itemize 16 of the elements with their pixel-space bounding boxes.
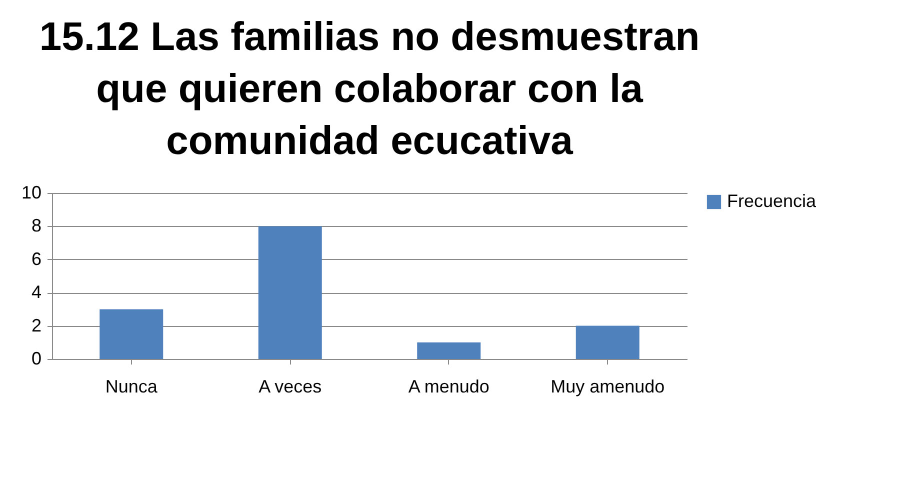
y-tick-label: 6 (31, 248, 42, 269)
y-tick-label: 0 (31, 348, 42, 368)
y-tick-label: 10 (21, 182, 42, 202)
y-tick-label: 4 (31, 282, 42, 302)
x-tick-label: A menudo (408, 376, 490, 396)
bar (100, 309, 164, 359)
x-tick-label: Muy amenudo (550, 376, 665, 396)
bar (417, 342, 481, 359)
chart-title: 15.12 Las familias no desmuestran que quieren colaborar con la comunidad ecucativa (39, 15, 700, 163)
y-tick-label: 2 (31, 315, 42, 336)
bar (258, 226, 322, 359)
x-tick-label: Nunca (105, 376, 158, 396)
legend-label: Frecuencia (727, 191, 818, 211)
bar (576, 326, 640, 359)
y-tick-label: 8 (31, 216, 42, 236)
x-tick-label: A veces (258, 376, 322, 396)
